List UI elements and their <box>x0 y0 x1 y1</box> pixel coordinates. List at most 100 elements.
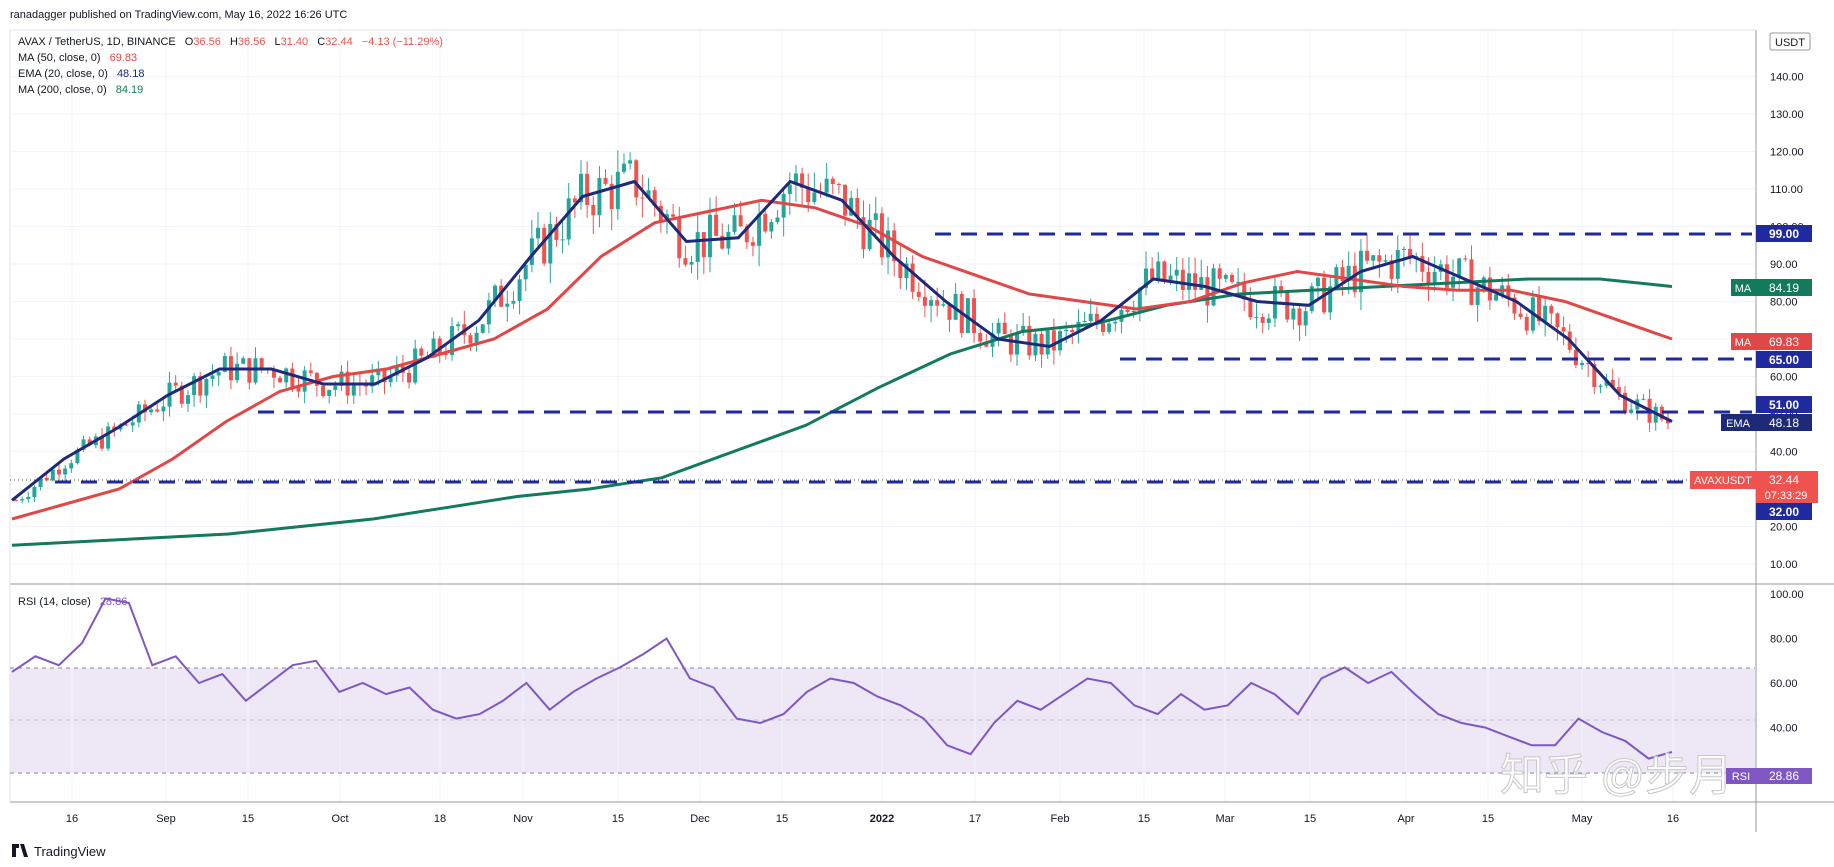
ema20-legend-label: EMA (20, close, 0) <box>18 68 108 80</box>
candle-up <box>1641 398 1646 400</box>
candle-up <box>222 356 227 372</box>
candle-down <box>1101 323 1106 332</box>
candle-down <box>738 215 743 227</box>
candle-up <box>388 375 393 383</box>
candle-down <box>1217 268 1222 279</box>
ohlc-close-value: 32.44 <box>325 36 353 48</box>
candle-up <box>1186 273 1191 290</box>
ema20-line[interactable] <box>11 179 1673 502</box>
candle-down <box>437 338 442 354</box>
watermark: 知乎 @步月 <box>1500 751 1733 800</box>
candle-down <box>290 368 295 387</box>
candle-down <box>419 348 424 356</box>
rsi-legend-value: 28.86 <box>100 596 128 608</box>
time-tick-label: 2022 <box>870 813 894 825</box>
rsi-line[interactable] <box>11 597 1673 760</box>
price-panel[interactable] <box>0 0 1758 584</box>
candle-up <box>1113 321 1118 324</box>
candle-up <box>1346 265 1351 282</box>
time-tick-label: 15 <box>1138 813 1150 825</box>
candle-up <box>161 406 166 412</box>
candle-up <box>1199 277 1204 290</box>
candle-up <box>511 300 516 304</box>
candle-down <box>640 197 645 199</box>
time-tick-label: Mar <box>1216 813 1235 825</box>
candle-down <box>198 376 203 396</box>
price-tick-label: 80.00 <box>1770 297 1798 309</box>
rsi-tick-label: 40.00 <box>1770 723 1798 735</box>
currency-box[interactable] <box>1769 32 1811 51</box>
candle-up <box>351 384 356 396</box>
ma50-line[interactable] <box>11 198 1673 521</box>
candle-up <box>548 224 553 264</box>
candle-up <box>75 449 80 464</box>
time-tick-label: 17 <box>969 813 981 825</box>
candle-down <box>14 500 18 502</box>
candle-up <box>873 213 878 220</box>
candle-down <box>861 217 866 250</box>
last-price-countdown: 07:33:29 <box>1765 490 1808 502</box>
candle-up <box>732 215 737 232</box>
candle-down <box>1537 297 1542 322</box>
level-badge-51-text: 51.00 <box>1769 398 1799 412</box>
candle-up <box>1015 332 1020 355</box>
candle-up <box>81 439 86 450</box>
ma200-badge-tag: MA <box>1735 283 1752 295</box>
candle-up <box>1174 269 1179 276</box>
candle-down <box>1279 286 1284 293</box>
time-tick-label: Feb <box>1051 813 1070 825</box>
candle-up <box>1064 329 1069 332</box>
candle-down <box>1377 255 1382 262</box>
candle-down <box>1162 261 1167 282</box>
candle-up <box>106 426 111 449</box>
ma50-legend-value: 69.83 <box>110 52 138 64</box>
candle-up <box>210 375 215 380</box>
ma50-badge-value: 69.83 <box>1769 335 1799 349</box>
candle-up <box>1303 311 1308 326</box>
candle-up <box>769 222 774 232</box>
ema20-legend-value: 48.18 <box>117 68 145 80</box>
candle-up <box>886 230 891 258</box>
candle-down <box>744 226 749 243</box>
candle-up <box>149 409 154 413</box>
candle-down <box>978 333 983 342</box>
candle-down <box>720 235 725 249</box>
candle-down <box>308 370 313 373</box>
candle-up <box>1494 294 1499 301</box>
ema20-badge-value: 48.18 <box>1769 416 1799 430</box>
ma50-badge-tag: MA <box>1735 337 1752 349</box>
candle-up <box>1315 277 1320 287</box>
candle-down <box>542 227 547 264</box>
candle-up <box>849 197 854 216</box>
candle-up <box>781 193 786 218</box>
candle-down <box>1426 271 1431 284</box>
candle-down <box>652 190 657 206</box>
candle-down <box>1027 325 1032 356</box>
candle-down <box>364 385 369 387</box>
tradingview-logo[interactable]: TradingView <box>12 844 106 859</box>
candle-up <box>130 422 135 426</box>
price-tick-label: 40.00 <box>1770 447 1798 459</box>
candle-down <box>1297 308 1302 326</box>
candle-up <box>787 184 792 194</box>
candle-up <box>1457 258 1462 277</box>
candle-down <box>683 258 688 265</box>
candle-up <box>241 358 246 364</box>
time-tick-label: 15 <box>1482 813 1494 825</box>
candle-down <box>1389 260 1394 279</box>
level-badge-32: 32.00 <box>1756 503 1812 520</box>
candle-down <box>499 285 504 307</box>
candle-up <box>757 213 762 246</box>
candle-down <box>671 214 676 217</box>
candle-up <box>1395 250 1400 279</box>
candle-down <box>1125 309 1130 313</box>
candle-down <box>1248 299 1253 318</box>
candle-up <box>824 178 829 193</box>
candle-down <box>947 304 952 320</box>
candle-up <box>812 192 817 203</box>
tradingview-brand: TradingView <box>34 844 106 859</box>
time-tick-label: 16 <box>1667 813 1679 825</box>
candle-up <box>1309 286 1314 312</box>
candle-down <box>1524 316 1529 331</box>
